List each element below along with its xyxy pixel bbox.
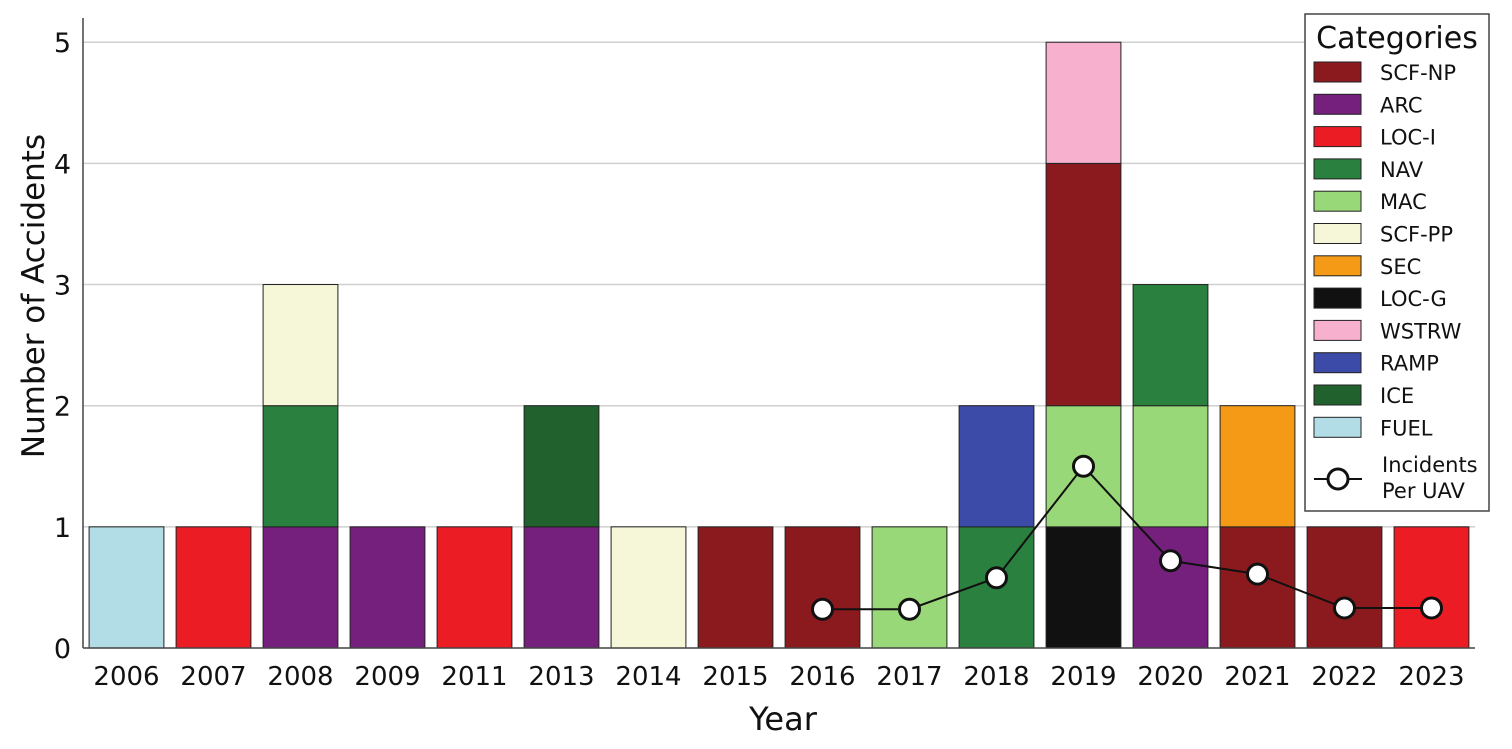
legend-items: SCF-NP ARC LOC-I NAV MAC SCF-PP SEC LOC-G WSTRW R… [1313, 61, 1462, 440]
bar-2019-loc-g [1045, 526, 1122, 649]
incidents-point-2019 [1072, 454, 1095, 478]
legend-title: Categories [1316, 21, 1478, 56]
x-tick-label: 2017 [876, 662, 942, 692]
y-tick-label: 5 [54, 28, 71, 59]
incidents-point-2021 [1246, 562, 1269, 586]
legend-swatch-sec [1313, 255, 1362, 277]
legend-label-sec: SEC [1380, 255, 1421, 279]
legend-label-fuel: FUEL [1380, 416, 1433, 440]
bar-2023-loc-i [1393, 526, 1470, 649]
legend-swatch-scf-pp [1313, 223, 1362, 244]
incidents-point-2018 [985, 566, 1008, 590]
y-tick-label: 3 [54, 271, 71, 302]
bar-2008-nav [262, 405, 339, 528]
incidents-point-2020 [1159, 549, 1182, 573]
legend-swatch-ice [1313, 384, 1362, 406]
bar-2020-mac [1132, 405, 1209, 528]
x-tick-label: 2021 [1224, 662, 1290, 692]
x-tick-label: 2016 [789, 662, 855, 692]
incidents-line [822, 464, 1432, 611]
y-axis-label: Number of Accidents [16, 134, 52, 458]
x-tick-label: 2019 [1050, 662, 1116, 692]
legend-swatch-wstrw [1313, 319, 1362, 341]
legend-swatch-ramp [1313, 352, 1362, 374]
bar-2021-sec [1219, 405, 1296, 528]
legend-label-mac: MAC [1380, 190, 1427, 214]
bar-2006-fuel [88, 526, 165, 649]
legend-line-label-2: Per UAV [1382, 479, 1466, 503]
bar-2009-arc [349, 526, 426, 649]
x-tick-label: 2015 [702, 662, 768, 692]
x-tick-label: 2006 [93, 662, 159, 692]
legend-label-ice: ICE [1380, 384, 1414, 408]
incidents-point-2016 [811, 597, 834, 621]
legend-label-wstrw: WSTRW [1380, 319, 1462, 343]
legend-marker-swatch [1326, 467, 1350, 491]
legend-swatch-loc-g [1313, 287, 1362, 309]
x-tick-label: 2009 [354, 662, 420, 692]
legend-label-ramp: RAMP [1380, 352, 1439, 376]
incidents-point-2017 [898, 597, 921, 621]
x-tick-label: 2020 [1137, 662, 1203, 692]
bar-2015-scf-np [697, 526, 774, 649]
y-tick-labels: 0 1 2 3 4 5 [54, 28, 71, 665]
bar-2021-scf-np [1219, 526, 1296, 649]
legend-label-arc: ARC [1380, 93, 1423, 117]
x-tick-label: 2018 [963, 662, 1029, 692]
bar-2016-scf-np [784, 526, 861, 649]
bar-2007-loc-i [175, 526, 252, 649]
x-tick-label: 2023 [1398, 662, 1464, 692]
bar-2008-arc [262, 526, 339, 649]
legend-swatch-scf-np [1313, 61, 1362, 83]
bar-2014-scf-pp [610, 526, 687, 649]
incidents-per-uav-line [811, 454, 1443, 621]
x-tick-labels: 2006 2007 2008 2009 2011 2013 2014 2015 2016 2017… [93, 662, 1464, 692]
bar-2019-scf-np [1045, 162, 1122, 407]
y-tick-label: 4 [54, 149, 71, 180]
bar-2020-arc [1132, 526, 1209, 649]
legend-label-scf-pp: SCF-PP [1380, 223, 1453, 247]
x-axis-label: Year [748, 700, 818, 738]
legend-label-loc-g: LOC-G [1380, 287, 1447, 311]
axes [82, 18, 1475, 649]
legend-label-scf-np: SCF-NP [1380, 61, 1456, 85]
legend-line-label-1: Incidents [1382, 453, 1478, 477]
bar-2022-scf-np [1306, 526, 1383, 649]
legend-label-nav: NAV [1380, 158, 1424, 182]
legend-swatch-loc-i [1313, 126, 1362, 148]
legend-swatch-arc [1313, 93, 1362, 115]
y-tick-label: 0 [54, 634, 71, 665]
legend-label-loc-i: LOC-I [1380, 126, 1436, 150]
incidents-point-2023 [1420, 596, 1443, 620]
y-tick-label: 2 [54, 392, 71, 423]
bar-2018-ramp [958, 405, 1035, 528]
legend-swatch-nav [1313, 158, 1362, 180]
bar-2017-mac [871, 526, 948, 649]
legend-swatch-fuel [1313, 416, 1362, 438]
legend-swatch-mac [1313, 190, 1362, 212]
bar-2020-nav [1132, 284, 1209, 407]
legend: Categories SCF-NP ARC LOC-I NAV MAC SCF-PP SEC… [1304, 13, 1490, 512]
x-tick-label: 2008 [267, 662, 333, 692]
incidents-point-2022 [1333, 596, 1356, 620]
x-tick-label: 2022 [1311, 662, 1377, 692]
bar-2008-scf-pp [262, 284, 339, 407]
bar-2011-loc-i [436, 526, 513, 649]
x-tick-label: 2007 [180, 662, 246, 692]
bar-2013-arc [523, 526, 600, 649]
bar-2013-ice [523, 405, 600, 528]
bar-2019-wstrw [1045, 41, 1122, 164]
x-tick-label: 2014 [615, 662, 681, 692]
x-tick-label: 2011 [441, 662, 507, 692]
stacked-bars [88, 41, 1470, 649]
y-tick-label: 1 [54, 513, 71, 544]
x-tick-label: 2013 [528, 662, 594, 692]
